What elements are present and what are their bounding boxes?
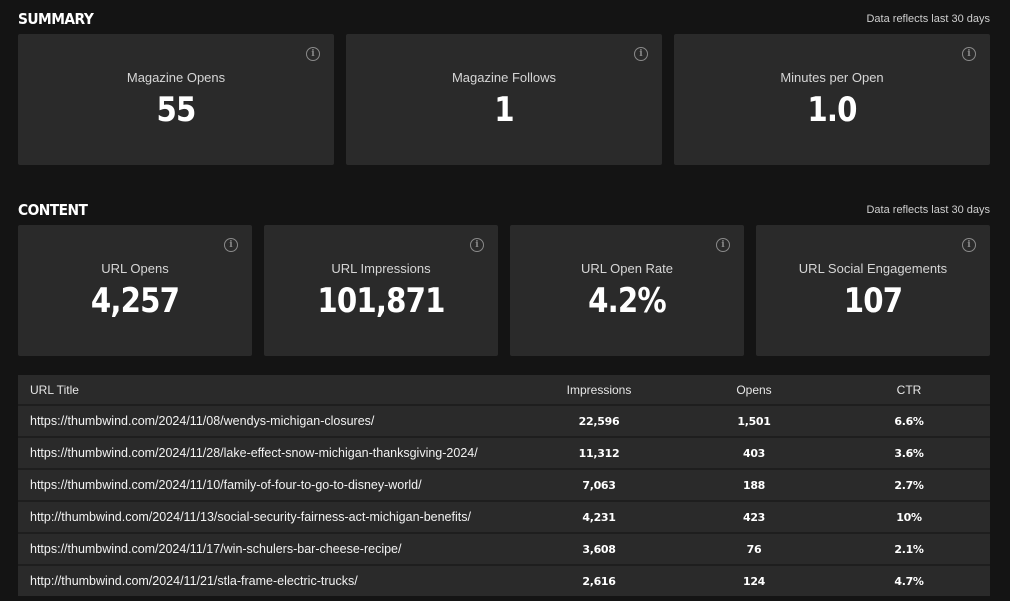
ctr-cell: 2.7% [894, 478, 924, 492]
header-ctr[interactable]: CTR [896, 382, 922, 397]
summary-header: SUMMARY Data reflects last 30 days [18, 9, 990, 29]
info-icon[interactable]: i [470, 238, 484, 252]
card-label: Minutes per Open [780, 70, 884, 85]
magazine-follows-card: i Magazine Follows 1 [346, 34, 662, 165]
ctr-cell: 3.6% [894, 446, 924, 460]
impressions-cell: 11,312 [578, 446, 620, 460]
info-icon[interactable]: i [962, 238, 976, 252]
summary-date-note: Data reflects last 30 days [866, 13, 990, 25]
url-open-rate-card: i URL Open Rate 4.2% [510, 225, 744, 356]
opens-cell: 423 [742, 510, 766, 524]
info-icon[interactable]: i [224, 238, 238, 252]
impressions-cell: 2,616 [582, 574, 616, 588]
card-label: Magazine Opens [126, 70, 226, 85]
card-value: 107 [843, 281, 903, 321]
card-value: 1 [494, 90, 514, 130]
header-impressions[interactable]: Impressions [566, 382, 632, 397]
content-header: CONTENT Data reflects last 30 days [18, 200, 990, 220]
url-opens-card: i URL Opens 4,257 [18, 225, 252, 356]
content-cards: i URL Opens 4,257 i URL Impressions 101,… [18, 225, 990, 356]
header-url-title[interactable]: URL Title [30, 382, 79, 397]
summary-cards: i Magazine Opens 55 i Magazine Follows 1… [18, 34, 990, 165]
card-label: URL Opens [101, 261, 169, 276]
table-header: URL Title Impressions Opens CTR [18, 375, 990, 404]
url-title-cell[interactable]: https://thumbwind.com/2024/11/28/lake-ef… [30, 446, 478, 460]
impressions-cell: 22,596 [578, 414, 620, 428]
ctr-cell: 10% [896, 510, 922, 524]
opens-cell: 1,501 [737, 414, 771, 428]
url-impressions-card: i URL Impressions 101,871 [264, 225, 498, 356]
url-social-engagements-card: i URL Social Engagements 107 [756, 225, 990, 356]
card-value: 4,257 [90, 281, 180, 321]
url-table: URL Title Impressions Opens CTR https://… [18, 375, 990, 596]
info-icon[interactable]: i [962, 47, 976, 61]
card-value: 1.0 [807, 90, 857, 130]
card-label: URL Impressions [331, 261, 431, 276]
url-title-cell[interactable]: http://thumbwind.com/2024/11/13/social-s… [30, 510, 471, 524]
opens-cell: 76 [746, 542, 762, 556]
info-icon[interactable]: i [634, 47, 648, 61]
opens-cell: 403 [742, 446, 766, 460]
table-row: https://thumbwind.com/2024/11/08/wendys-… [18, 406, 990, 436]
info-icon[interactable]: i [716, 238, 730, 252]
impressions-cell: 3,608 [582, 542, 616, 556]
url-title-cell[interactable]: https://thumbwind.com/2024/11/10/family-… [30, 478, 422, 492]
magazine-opens-card: i Magazine Opens 55 [18, 34, 334, 165]
card-value: 4.2% [588, 281, 667, 321]
card-label: URL Social Engagements [798, 261, 948, 276]
url-title-cell[interactable]: https://thumbwind.com/2024/11/17/win-sch… [30, 542, 402, 556]
url-title-cell[interactable]: http://thumbwind.com/2024/11/21/stla-fra… [30, 574, 358, 588]
card-value: 55 [156, 90, 197, 130]
ctr-cell: 6.6% [894, 414, 924, 428]
ctr-cell: 4.7% [894, 574, 924, 588]
header-opens[interactable]: Opens [736, 382, 772, 397]
opens-cell: 124 [742, 574, 766, 588]
content-date-note: Data reflects last 30 days [866, 204, 990, 216]
impressions-cell: 7,063 [582, 478, 616, 492]
minutes-per-open-card: i Minutes per Open 1.0 [674, 34, 990, 165]
card-label: Magazine Follows [451, 70, 557, 85]
info-icon[interactable]: i [306, 47, 320, 61]
url-title-cell[interactable]: https://thumbwind.com/2024/11/08/wendys-… [30, 414, 375, 428]
card-label: URL Open Rate [580, 261, 673, 276]
table-row: https://thumbwind.com/2024/11/28/lake-ef… [18, 438, 990, 468]
impressions-cell: 4,231 [582, 510, 616, 524]
ctr-cell: 2.1% [894, 542, 924, 556]
card-value: 101,871 [317, 281, 445, 321]
table-row: https://thumbwind.com/2024/11/10/family-… [18, 470, 990, 500]
table-row: http://thumbwind.com/2024/11/13/social-s… [18, 502, 990, 532]
table-row: https://thumbwind.com/2024/11/17/win-sch… [18, 534, 990, 564]
table-row: http://thumbwind.com/2024/11/21/stla-fra… [18, 566, 990, 596]
content-title: CONTENT [18, 201, 88, 219]
opens-cell: 188 [742, 478, 766, 492]
summary-title: SUMMARY [18, 10, 94, 28]
